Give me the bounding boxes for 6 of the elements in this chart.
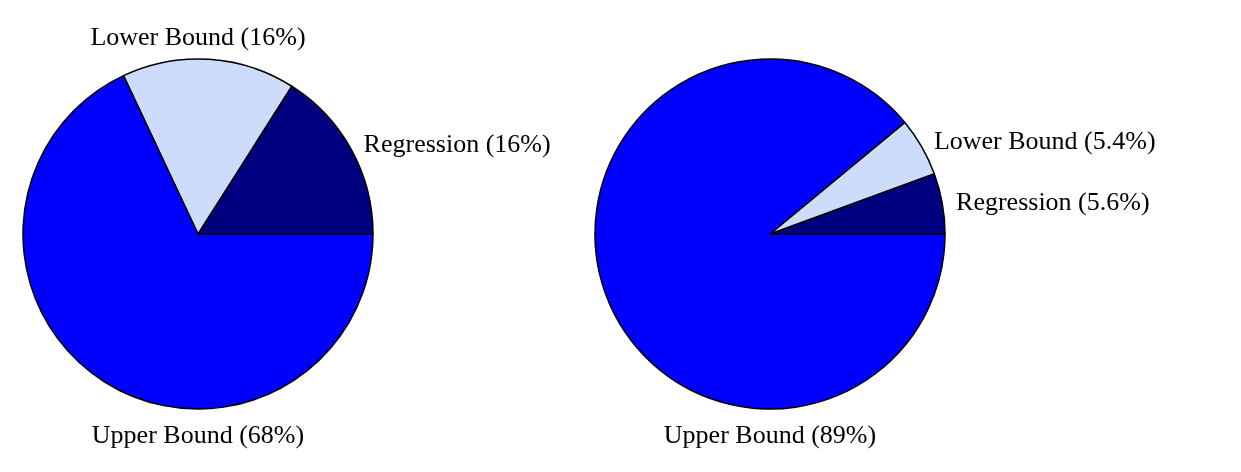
slice-label: Lower Bound (5.4%) [933,125,1156,155]
slice-label: Upper Bound (68%) [91,420,305,449]
slice-label: Lower Bound (16%) [90,22,306,51]
slice-label: Regression (5.6%) [956,186,1150,216]
slice-label: Regression (16%) [363,128,551,158]
slice-label: Upper Bound (89%) [663,420,877,449]
